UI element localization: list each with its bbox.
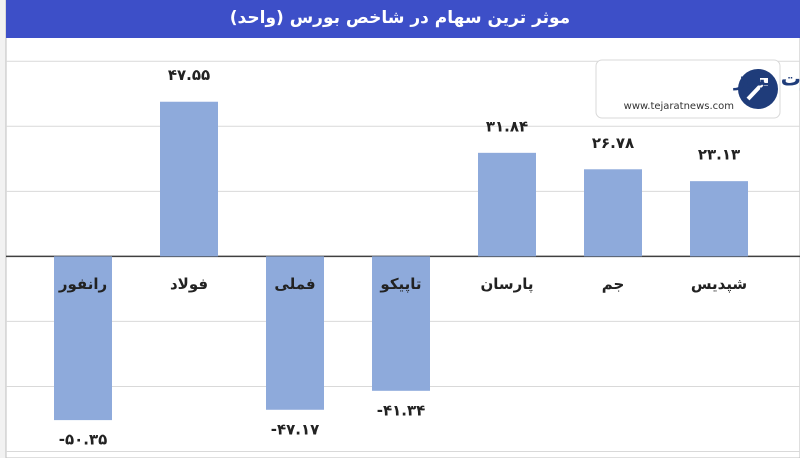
x-tick-label: پارسان	[480, 275, 533, 294]
value-label: -۵۰.۳۵	[59, 431, 108, 449]
bar	[54, 256, 112, 421]
bar	[372, 256, 430, 391]
x-tick-label: رانفور	[58, 275, 107, 293]
logo-box	[595, 59, 781, 119]
bar	[690, 181, 748, 257]
logo-name: تجارت نیوز	[733, 67, 800, 91]
x-tick-label: شپدیس	[691, 275, 747, 294]
x-tick-label: فملی	[274, 275, 315, 293]
value-label: ۲۶.۷۸	[592, 134, 634, 152]
x-tick-label: فولاد	[170, 275, 208, 293]
bar	[584, 169, 642, 257]
value-label: -۴۷.۱۷	[271, 420, 320, 438]
bar	[266, 256, 324, 410]
x-tick-label: جم	[602, 275, 625, 293]
logo: تجارت نیوز www.tejaratnews.com	[595, 59, 800, 119]
chart-title: موثر ترین سهام در شاخص بورس (واحد)	[230, 8, 570, 28]
plot: رانفور -۵۰.۳۵ فولاد ۴۷.۵۵ فملی -۴۷.۱۷ تاپیکو -۴…	[6, 60, 800, 452]
title-band	[6, 0, 800, 38]
x-tick-label: تاپیکو	[379, 275, 421, 294]
value-label: -۴۱.۳۴	[377, 401, 426, 419]
value-label: ۳۱.۸۴	[486, 117, 528, 135]
bar	[478, 152, 536, 257]
logo-url: www.tejaratnews.com	[624, 101, 734, 112]
logo-arrow	[746, 78, 768, 101]
value-label: ۴۷.۵۵	[168, 66, 210, 84]
bar	[160, 101, 218, 257]
value-label: ۲۳.۱۳	[698, 146, 740, 164]
